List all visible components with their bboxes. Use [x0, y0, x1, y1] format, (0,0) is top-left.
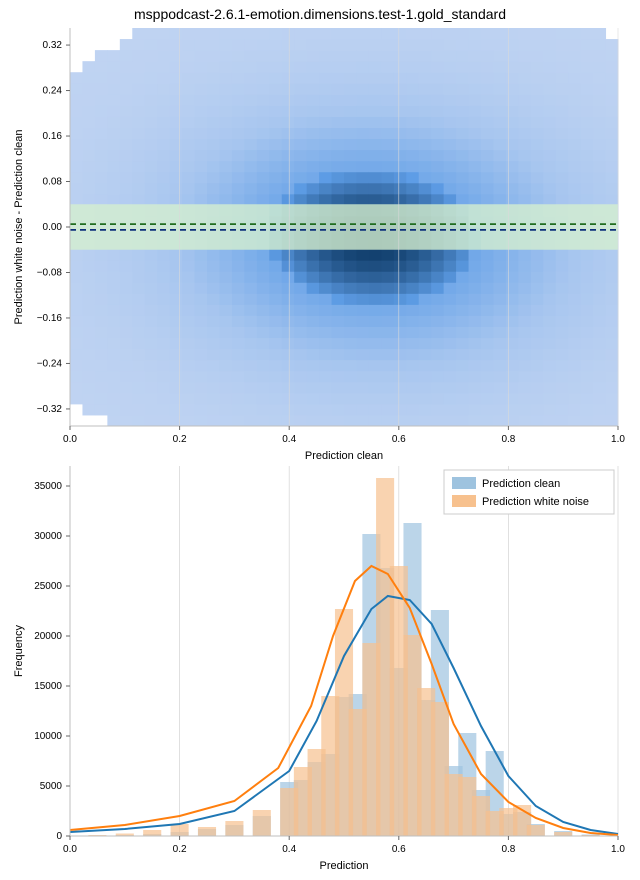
svg-text:Prediction white noise: Prediction white noise	[482, 496, 589, 508]
svg-text:5000: 5000	[40, 781, 63, 792]
svg-text:0.0: 0.0	[63, 844, 77, 855]
svg-text:Prediction clean: Prediction clean	[482, 478, 560, 490]
svg-text:0.8: 0.8	[501, 434, 515, 445]
svg-text:1.0: 1.0	[611, 434, 625, 445]
svg-text:30000: 30000	[34, 531, 62, 542]
svg-text:−0.32: −0.32	[37, 404, 63, 415]
svg-text:0.0: 0.0	[63, 434, 77, 445]
svg-text:0.6: 0.6	[392, 434, 406, 445]
svg-text:0.6: 0.6	[392, 844, 406, 855]
svg-text:10000: 10000	[34, 731, 62, 742]
svg-text:Prediction: Prediction	[320, 860, 369, 872]
svg-text:0.32: 0.32	[43, 40, 63, 51]
svg-text:0.24: 0.24	[43, 86, 63, 97]
svg-text:0: 0	[56, 831, 62, 842]
top-panel: 0.0 0.2 0.4 0.6 0.8 1.0 −0.32 −0.24 −0.16 −0.08 0.…	[0, 0, 640, 476]
figure: msppodcast-2.6.1-emotion.dimensions.test…	[0, 0, 640, 880]
bottom-panel: 0.0 0.2 0.4 0.6 0.8 1.0 0 5000 10000 15000 20000 25…	[0, 446, 640, 880]
svg-text:0.8: 0.8	[501, 844, 515, 855]
svg-text:Frequency: Frequency	[13, 625, 25, 677]
svg-text:−0.24: −0.24	[37, 358, 63, 369]
svg-text:0.00: 0.00	[43, 222, 63, 233]
svg-text:15000: 15000	[34, 681, 62, 692]
svg-text:0.2: 0.2	[173, 434, 187, 445]
svg-text:35000: 35000	[34, 481, 62, 492]
svg-text:20000: 20000	[34, 631, 62, 642]
svg-text:1.0: 1.0	[611, 844, 625, 855]
svg-text:−0.08: −0.08	[37, 267, 63, 278]
svg-text:0.08: 0.08	[43, 177, 63, 188]
svg-text:0.2: 0.2	[173, 844, 187, 855]
svg-text:0.4: 0.4	[282, 434, 296, 445]
svg-text:0.16: 0.16	[43, 131, 63, 142]
svg-text:Prediction white noise - Predi: Prediction white noise - Prediction clea…	[13, 129, 25, 324]
svg-text:−0.16: −0.16	[37, 313, 63, 324]
svg-text:0.4: 0.4	[282, 844, 296, 855]
svg-text:25000: 25000	[34, 581, 62, 592]
